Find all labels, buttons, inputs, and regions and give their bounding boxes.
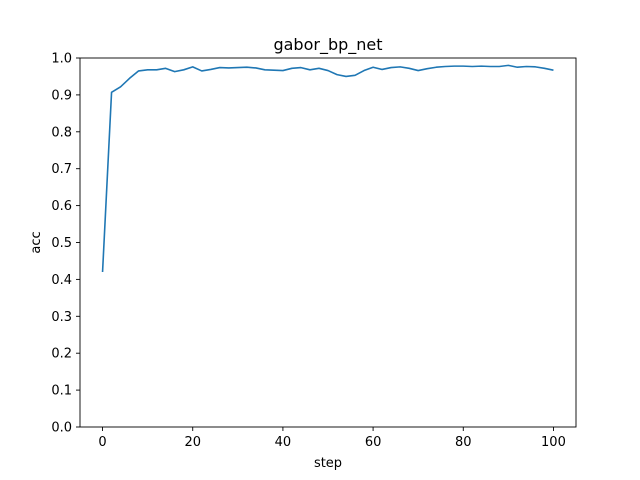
y-tick-label: 1.0 (51, 52, 72, 67)
y-tick-label: 0.8 (51, 125, 72, 140)
x-tick-label: 0 (98, 435, 106, 450)
x-axis-ticks: 0 20 40 60 80 100 (98, 427, 566, 450)
y-tick-label: 0.6 (51, 199, 72, 214)
plot-area (79, 57, 577, 428)
x-axis-label: step (314, 456, 342, 471)
y-tick-label: 0.5 (51, 236, 72, 251)
x-tick-label: 40 (275, 435, 292, 450)
chart-title: gabor_bp_net (273, 35, 382, 55)
y-tick-label: 0.3 (51, 310, 72, 325)
y-tick-label: 0.2 (51, 347, 72, 362)
x-tick-label: 20 (184, 435, 201, 450)
y-axis-label: acc (29, 231, 44, 253)
x-tick-label: 60 (365, 435, 382, 450)
y-axis-ticks: 0.0 0.1 0.2 0.3 0.4 0.5 0.6 0.7 0.8 0.9 1.0 (51, 52, 80, 436)
y-tick-label: 0.1 (51, 384, 72, 399)
axes-frame (79, 57, 577, 428)
y-tick-label: 0.4 (51, 273, 72, 288)
series-line (101, 64, 554, 273)
y-tick-label: 0.0 (51, 421, 72, 436)
x-tick-label: 100 (541, 435, 566, 450)
x-tick-label: 80 (455, 435, 472, 450)
y-tick-label: 0.9 (51, 88, 72, 103)
y-tick-label: 0.7 (51, 162, 72, 177)
